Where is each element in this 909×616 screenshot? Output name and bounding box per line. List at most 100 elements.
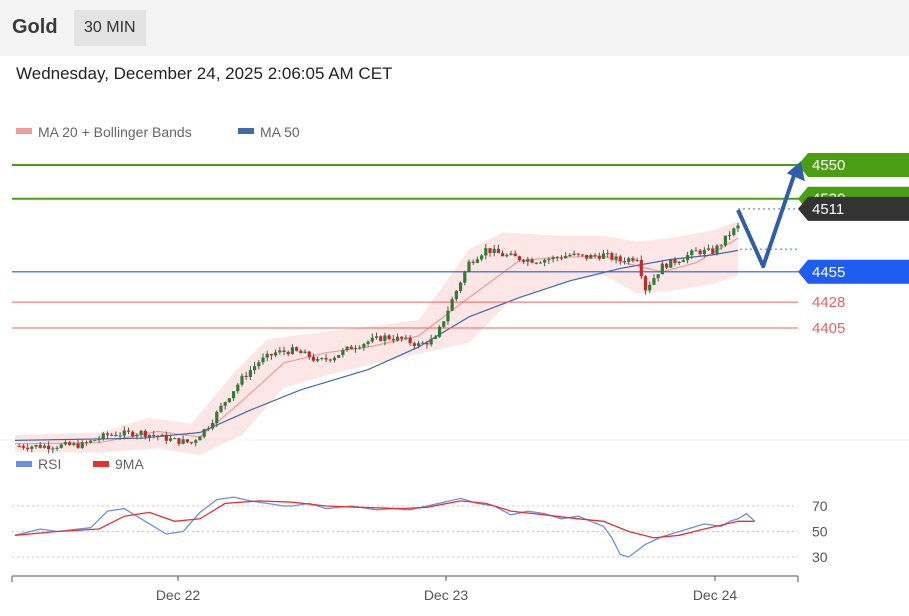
candle-body xyxy=(442,321,446,327)
candle-body xyxy=(648,284,652,291)
candle-body xyxy=(168,438,173,441)
candle-body xyxy=(219,405,223,412)
candle-body xyxy=(454,290,458,300)
candle-body xyxy=(349,346,353,349)
instrument-title: Gold xyxy=(12,16,58,38)
candle-body xyxy=(379,336,383,341)
level-4511-tag xyxy=(798,196,909,221)
legend-label-1: MA 50 xyxy=(260,124,300,140)
candle-body xyxy=(328,359,332,361)
level-4455-label: 4455 xyxy=(812,264,845,281)
candle-body xyxy=(526,259,530,262)
candle-body xyxy=(530,259,534,263)
rsi-legend-label-1: 9MA xyxy=(115,456,144,472)
candle-body xyxy=(345,346,349,350)
candle-body xyxy=(244,375,248,377)
candle-body xyxy=(68,442,72,446)
candle-body xyxy=(475,259,479,263)
forecast-arrow xyxy=(736,166,799,269)
rsi-ma-line xyxy=(14,500,755,539)
legend-swatch-0 xyxy=(16,128,32,134)
candle-body xyxy=(164,434,168,441)
candle-body xyxy=(362,343,366,348)
candle-body xyxy=(580,254,585,256)
candle-body xyxy=(639,259,643,277)
candle-body xyxy=(681,260,685,262)
candle-body xyxy=(694,250,698,252)
candle-body xyxy=(370,337,374,342)
candle-body xyxy=(677,261,681,263)
candle-body xyxy=(26,447,30,449)
candle-body xyxy=(282,350,286,352)
candle-body xyxy=(551,257,555,260)
candle-body xyxy=(727,234,732,236)
candle-body xyxy=(341,349,345,355)
candle-body xyxy=(673,259,677,263)
candle-body xyxy=(433,336,437,339)
candle-body xyxy=(706,248,711,250)
candle-body xyxy=(631,258,635,261)
candle-body xyxy=(126,430,131,432)
candle-body xyxy=(299,350,303,354)
candle-body xyxy=(437,326,442,337)
candle-body xyxy=(210,422,215,429)
candle-body xyxy=(564,256,568,259)
candle-body xyxy=(534,262,538,264)
candle-body xyxy=(156,435,160,437)
candle-body xyxy=(492,248,496,253)
candle-body xyxy=(295,347,299,351)
candle-body xyxy=(72,443,76,446)
timeframe-button[interactable]: 30 MIN xyxy=(74,10,146,46)
candle-body xyxy=(135,434,139,437)
candle-body xyxy=(698,250,702,255)
candle-body xyxy=(17,446,21,448)
candle-body xyxy=(391,339,395,341)
candle-body xyxy=(160,434,164,437)
candle-body xyxy=(664,263,669,268)
candle-body xyxy=(660,263,664,275)
candle-body xyxy=(286,351,290,355)
candle-body xyxy=(42,445,47,448)
candle-body xyxy=(732,228,736,235)
candle-body xyxy=(496,248,501,254)
candle-body xyxy=(585,254,589,259)
candle-body xyxy=(723,235,727,246)
candle-body xyxy=(366,341,370,344)
chart-timestamp: Wednesday, December 24, 2025 2:06:05 AM … xyxy=(16,64,393,83)
x-tick-label: Dec 22 xyxy=(156,587,201,603)
candle-body xyxy=(610,253,614,260)
candle-body xyxy=(597,256,601,259)
legend-label-0: MA 20 + Bollinger Bands xyxy=(38,124,192,140)
level-4511-label: 4511 xyxy=(812,201,844,218)
candle-body xyxy=(374,336,379,338)
candle-body xyxy=(669,259,673,268)
candle-body xyxy=(702,249,706,255)
candle-body xyxy=(522,260,526,262)
candle-body xyxy=(51,448,55,450)
x-tick-label: Dec 23 xyxy=(424,587,469,603)
candle-body xyxy=(429,338,433,345)
candle-body xyxy=(215,411,219,423)
candle-body xyxy=(450,299,454,311)
candle-body xyxy=(479,255,484,260)
forecast-arrowhead xyxy=(786,161,805,182)
candle-body xyxy=(353,348,358,350)
candle-body xyxy=(601,253,606,259)
candle-body xyxy=(122,430,126,436)
candle-body xyxy=(320,358,324,360)
candle-body xyxy=(97,438,101,441)
candle-body xyxy=(55,447,59,449)
candle-body xyxy=(404,337,408,339)
candle-body xyxy=(89,440,93,443)
candle-body xyxy=(143,430,147,437)
candle-body xyxy=(269,353,274,356)
x-tick-label: Dec 24 xyxy=(693,587,738,603)
candle-body xyxy=(635,259,639,261)
candle-body xyxy=(446,310,450,322)
candle-body xyxy=(152,434,156,436)
candle-body xyxy=(231,391,236,399)
candle-body xyxy=(408,337,412,344)
rsi-legend-label-0: RSI xyxy=(38,456,61,472)
candle-body xyxy=(505,254,509,257)
candle-body xyxy=(416,343,421,346)
